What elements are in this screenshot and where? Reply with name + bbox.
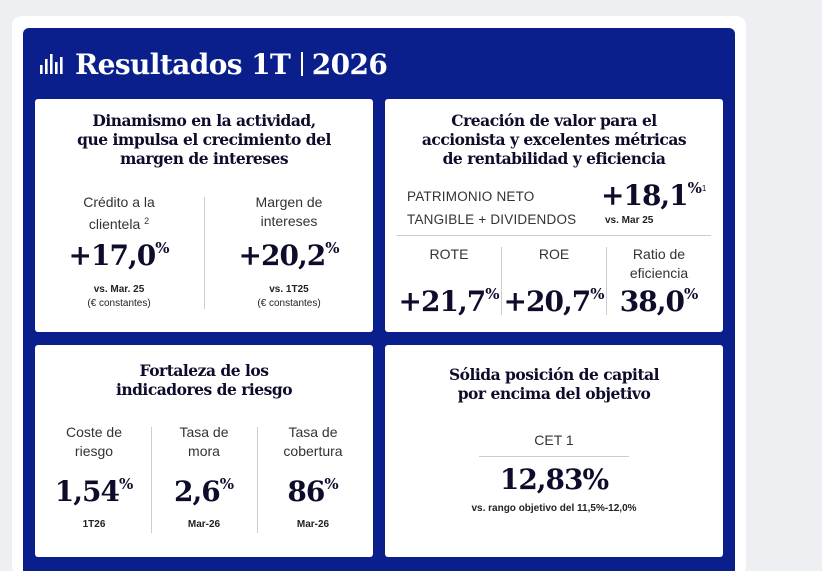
metric-cobertura-note: Mar-26 <box>296 519 330 530</box>
card-risk: Fortaleza de los indicadores de riesgo C… <box>35 345 373 557</box>
bar-chart-icon <box>40 54 63 74</box>
metric-eficiencia-label: Ratio de eficiencia <box>629 246 689 281</box>
divider <box>397 235 711 236</box>
metric-margen-label: Margen de intereses <box>255 194 323 229</box>
metric-mora-note: Mar-26 <box>187 519 221 530</box>
divider <box>151 427 152 533</box>
metric-roe-value: +20,7% <box>503 285 605 318</box>
metric-cobertura-value: 86% <box>287 475 339 508</box>
cet1-label: CET 1 <box>534 432 574 448</box>
divider <box>479 456 629 457</box>
card-value-title: Creación de valor para el accionista y e… <box>421 111 687 168</box>
metric-mora-value: 2,6% <box>174 475 234 508</box>
metric-margen-value: +20,2% <box>238 239 340 272</box>
metric-rote-value: +21,7% <box>398 285 500 318</box>
metric-rote-label: ROTE <box>429 246 469 262</box>
cet1-value: 12,83% <box>499 463 609 496</box>
metric-credito-value: +17,0% <box>68 239 170 272</box>
metric-credito-label: Crédito a la clientela 2 <box>83 194 155 232</box>
metric-coste-label: Coste de riesgo <box>65 424 123 459</box>
patrimonio-note: vs. Mar 25 <box>605 215 654 226</box>
divider <box>606 247 607 315</box>
patrimonio-value: +18,1%1 <box>601 179 707 212</box>
panel-title: Resultados 1T <box>75 47 291 81</box>
card-activity: Dinamismo en la actividad, que impulsa e… <box>35 99 373 332</box>
metric-eficiencia-value: 38,0% <box>619 285 699 318</box>
metric-margen-note: vs. 1T25 (€ constantes) <box>257 284 321 309</box>
card-capital: Sólida posición de capital por encima de… <box>385 345 723 557</box>
metric-cobertura-label: Tasa de cobertura <box>283 424 343 459</box>
metric-coste-note: 1T26 <box>82 519 106 530</box>
card-activity-title: Dinamismo en la actividad, que impulsa e… <box>77 111 331 168</box>
metric-credito-note: vs. Mar. 25 (€ constantes) <box>87 284 151 309</box>
card-capital-title: Sólida posición de capital por encima de… <box>448 365 660 403</box>
divider <box>257 427 258 533</box>
metric-mora-label: Tasa de mora <box>179 424 229 459</box>
divider <box>501 247 502 315</box>
panel-year: 2026 <box>311 47 388 81</box>
cet1-note: vs. rango objetivo del 11,5%-12,0% <box>471 503 637 514</box>
metric-coste-value: 1,54% <box>54 475 134 508</box>
header-divider <box>301 52 303 76</box>
metric-roe-label: ROE <box>538 246 570 262</box>
results-panel: Resultados 1T 2026 Dinamismo en la activ… <box>23 28 735 571</box>
card-value: Creación de valor para el accionista y e… <box>385 99 723 332</box>
card-risk-title: Fortaleza de los indicadores de riesgo <box>115 361 293 399</box>
patrimonio-label: PATRIMONIO NETO TANGIBLE + DIVIDENDOS <box>407 189 577 227</box>
panel-header: Resultados 1T 2026 <box>39 46 388 82</box>
divider <box>204 197 205 309</box>
